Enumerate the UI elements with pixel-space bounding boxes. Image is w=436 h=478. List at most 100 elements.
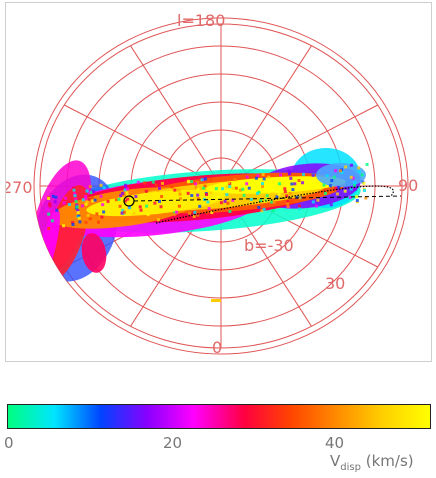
stream-pixel (316, 198, 320, 202)
stream-pixel (287, 169, 291, 173)
stream-pixel (245, 182, 249, 186)
stream-pixel (87, 197, 91, 201)
stream-pixel (290, 200, 294, 204)
label-ring-b: b=-30 (244, 236, 294, 255)
stream-pixel (297, 204, 301, 208)
stream-pixel (88, 185, 92, 189)
stream-pixel (198, 204, 202, 208)
stream-pixel (231, 186, 235, 190)
stream-pixel (188, 211, 192, 215)
grid-ring (33, 17, 409, 355)
stream-pixel (46, 207, 50, 211)
stream-pixel (93, 198, 97, 202)
stream-pixel (267, 175, 271, 179)
stream-pixel (132, 211, 136, 215)
stream-pixel (334, 187, 338, 191)
stream-pixel (123, 183, 127, 187)
dashed-line (133, 195, 402, 202)
label-bottom: 0 (212, 338, 222, 357)
stream-pixel (355, 198, 359, 202)
stream-pixel (178, 189, 182, 193)
stream-pixel (99, 194, 103, 198)
stream-pixel (62, 201, 66, 205)
stream-pixel (262, 177, 266, 181)
stream-pixel (134, 195, 138, 199)
stream-pixel (271, 192, 275, 196)
stream-pixel (314, 204, 318, 208)
stream-patch (81, 233, 107, 273)
stream-pixel (73, 194, 77, 198)
stream-pixel (330, 179, 334, 183)
stream-pixel (225, 185, 229, 189)
stream-pixel (325, 174, 329, 178)
stream-pixel (154, 183, 158, 187)
stream-pixel (136, 180, 140, 184)
stream-pixel (126, 197, 130, 201)
stream-pixel (53, 200, 57, 204)
stream-pixel (138, 205, 142, 209)
stream-pixel (102, 186, 106, 190)
stream-pixel (295, 195, 299, 199)
stream-pixel (96, 220, 100, 224)
stream-pixel (90, 196, 94, 200)
stream-pixel (257, 205, 261, 209)
stream-pixel (286, 202, 290, 206)
stream-pixel (179, 197, 183, 201)
stream-pixel (47, 212, 51, 216)
stream-pixel (85, 189, 89, 193)
stream-pixel (72, 186, 76, 190)
stream-pixel (226, 201, 230, 205)
stream-pixel (84, 195, 88, 199)
stream-pixel (196, 197, 200, 201)
stream-pixel (72, 188, 76, 192)
stream-pixel (173, 188, 177, 192)
stream-pixel (225, 193, 229, 197)
stream-pixel (85, 200, 89, 204)
stream-pixel (76, 211, 80, 215)
stream-pixel (179, 213, 183, 217)
stream-pixel (285, 194, 289, 198)
stream-pixel (238, 188, 242, 192)
stream-pixel (55, 208, 59, 212)
stream-pixel (190, 180, 194, 184)
stream-pixel (125, 191, 129, 195)
stream-pixel (75, 205, 79, 209)
stream-pixel (71, 223, 75, 227)
stream-pixel (270, 200, 274, 204)
stream-pixel (353, 181, 357, 185)
stream-pixel (170, 185, 174, 189)
stream-pixel (290, 182, 294, 186)
stream-pixel (349, 175, 353, 179)
stream-pixel (62, 224, 66, 228)
stream-pixel (241, 187, 245, 191)
stream-pixel (216, 195, 220, 199)
colorbar (7, 404, 431, 429)
stream-pixel (329, 203, 333, 207)
stream-pixel (156, 218, 160, 222)
stream-pixel (88, 217, 92, 221)
stream-pixel (157, 199, 161, 203)
stream-pixel (344, 165, 348, 169)
stream-pixel (48, 202, 52, 206)
stream-pixel (194, 182, 198, 186)
sky-map: l=180 270 90 0 b=-30 30 (6, 11, 418, 357)
stream-pixel (353, 184, 357, 188)
stream-pixel (209, 191, 213, 195)
stream-pixel (64, 196, 68, 200)
stream-pixel (71, 221, 75, 225)
stream-pixel (247, 186, 251, 190)
stream-pixel (301, 181, 305, 185)
stream-pixel (324, 191, 328, 195)
stream-pixel (260, 209, 264, 213)
stream-pixel (192, 214, 196, 218)
stream-pixel (328, 184, 332, 188)
stream-pixel (348, 195, 352, 199)
stream-pixel (89, 191, 93, 195)
stream-pixel (227, 180, 231, 184)
stream-pixel (261, 173, 265, 177)
stray-pixel (211, 299, 221, 302)
stream-pixel (259, 199, 263, 203)
stream-pixel (311, 200, 315, 204)
stream-pixel (337, 185, 341, 189)
stream-pixel (281, 179, 285, 183)
